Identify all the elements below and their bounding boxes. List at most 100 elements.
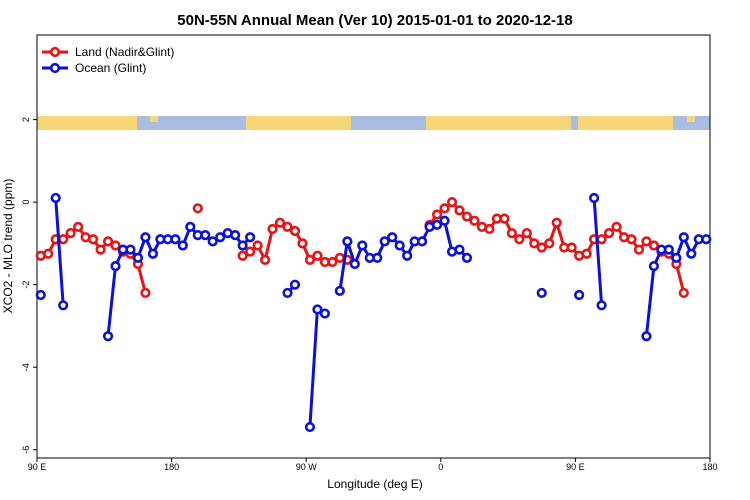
data-point [461, 252, 473, 263]
data-point [678, 287, 689, 299]
data-point [633, 244, 645, 255]
data-point [58, 234, 69, 245]
data-point [304, 254, 316, 266]
data-point [417, 236, 428, 247]
data-point [304, 421, 316, 433]
data-point [35, 289, 46, 301]
data-point [671, 252, 682, 263]
data-point [529, 238, 540, 249]
data-point [648, 261, 660, 272]
data-point [327, 256, 338, 268]
plot-frame [36, 34, 711, 459]
y-axis-label: XCO2 - MLO trend (ppm) [1, 179, 15, 314]
data-point [469, 215, 480, 226]
data-point [237, 250, 248, 261]
x-tick-label: 90 W [296, 462, 318, 472]
data-point [73, 221, 84, 232]
data-point [431, 209, 443, 220]
y-tick-label: -4 [21, 363, 31, 371]
data-point [140, 287, 151, 299]
data-point [245, 232, 256, 243]
y-tick-label: 2 [21, 117, 31, 122]
y-tick-label: -6 [21, 446, 31, 454]
data-point [147, 248, 159, 259]
data-point [588, 192, 600, 204]
data-point [102, 331, 114, 342]
data-point [514, 234, 525, 245]
data-point [237, 240, 248, 251]
data-point [110, 240, 121, 251]
data-point [252, 240, 263, 251]
data-point [289, 225, 301, 237]
data-point [289, 279, 301, 290]
data-point [357, 240, 368, 251]
data-point [312, 250, 323, 261]
data-point [506, 227, 517, 239]
data-point [394, 240, 405, 251]
data-point [282, 221, 293, 232]
data-point [140, 232, 151, 243]
data-point [544, 238, 555, 249]
data-point [566, 242, 577, 253]
data-point [50, 192, 61, 204]
data-point [319, 308, 330, 319]
data-point [334, 285, 345, 296]
data-point [230, 230, 241, 241]
data-point [446, 197, 458, 208]
data-point [215, 232, 226, 243]
data-point [454, 205, 465, 216]
data-point [454, 244, 465, 255]
data-point [110, 261, 121, 272]
chart-title: 50N-55N Annual Mean (Ver 10) 2015-01-01 … [177, 12, 572, 29]
data-point [342, 236, 353, 247]
data-point [372, 252, 383, 263]
data-point [596, 234, 607, 245]
data-point [87, 234, 99, 245]
data-point [641, 236, 652, 247]
data-point [431, 219, 443, 230]
data-point [200, 230, 211, 241]
data-point [641, 331, 652, 342]
data-point [439, 215, 450, 226]
data-point [102, 236, 114, 247]
x-tick-label: 90 E [566, 462, 585, 472]
legend-marker [49, 46, 61, 58]
data-point [267, 223, 278, 235]
data-point [192, 203, 203, 214]
data-point [379, 236, 390, 247]
map-strip [37, 116, 710, 130]
data-point [596, 300, 607, 311]
y-tick-label: 0 [21, 200, 31, 205]
data-point [95, 244, 106, 255]
data-point [536, 242, 547, 253]
x-tick-label: 90 E [28, 462, 47, 472]
data-point [349, 258, 360, 270]
data-point [132, 252, 144, 263]
data-point [439, 203, 450, 214]
data-point [65, 227, 76, 239]
data-point [207, 236, 218, 247]
data-point [259, 254, 271, 266]
data-point [312, 304, 323, 315]
data-point [58, 300, 69, 311]
data-point [125, 244, 136, 255]
data-point [282, 287, 293, 299]
data-point [499, 213, 510, 224]
data-point [603, 227, 615, 239]
data-point [170, 234, 181, 245]
data-point [185, 221, 196, 232]
data-point [461, 211, 473, 222]
data-point [678, 232, 689, 243]
data-point [245, 246, 256, 257]
data-point [648, 240, 660, 251]
data-point [551, 217, 562, 228]
legend-label: Ocean (Glint) [75, 61, 146, 75]
data-point [581, 248, 592, 259]
data-point [574, 289, 585, 301]
data-point [536, 287, 547, 299]
data-point [484, 223, 495, 235]
data-point [177, 240, 188, 251]
data-point [663, 244, 674, 255]
data-point [521, 227, 532, 239]
